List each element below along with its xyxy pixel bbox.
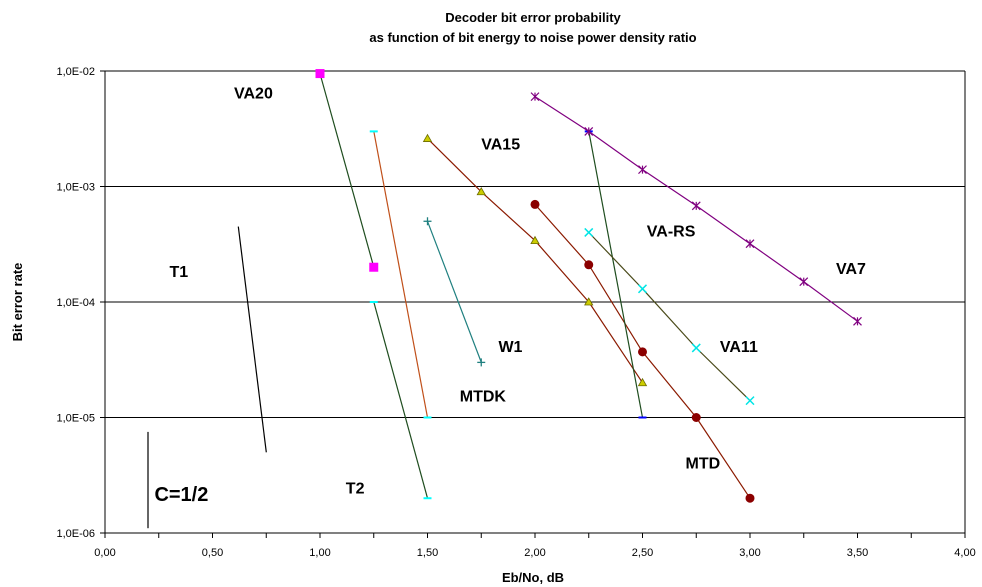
data-point <box>853 316 862 326</box>
data-point <box>691 413 701 422</box>
series-label: VA15 <box>481 136 520 153</box>
data-point <box>584 126 594 136</box>
x-tick-label: 2,50 <box>632 547 653 559</box>
series-line <box>237 226 267 453</box>
series-line <box>373 131 429 418</box>
x-tick-label: 1,00 <box>309 547 330 559</box>
x-axis-title: Eb/No, dB <box>502 570 564 585</box>
series-label: VA11 <box>720 339 758 356</box>
y-tick-labels: 1,0E-06 1,0E-05 1,0E-04 1,0E-03 1,0E-02 <box>56 66 95 540</box>
series-va11 <box>584 227 755 406</box>
data-point <box>369 262 379 272</box>
y-tick-label: 1,0E-05 <box>56 413 95 425</box>
data-point <box>584 227 594 237</box>
x-tick-label: 2,00 <box>524 547 545 559</box>
data-point <box>477 358 486 367</box>
series-label: C=1/2 <box>154 484 208 506</box>
x-tick-label: 1,50 <box>417 547 438 559</box>
series-t2 <box>369 301 432 500</box>
x-tick-labels: 0,00 0,50 1,00 1,50 2,00 2,50 3,00 3,50 4,00 <box>94 547 975 559</box>
series-line <box>373 301 429 499</box>
data-point <box>423 217 432 226</box>
series-mtdk <box>369 130 432 419</box>
series-line <box>588 232 751 402</box>
series-va7 <box>530 92 862 326</box>
data-point <box>745 493 755 503</box>
y-tick-label: 1,0E-04 <box>56 297 95 309</box>
series-line <box>426 221 482 363</box>
series-label: W1 <box>498 339 522 356</box>
data-point <box>422 133 433 142</box>
series-va15 <box>422 133 648 387</box>
series-label: VA-RS <box>647 223 696 240</box>
x-tick-label: 4,00 <box>954 547 975 559</box>
chart-subtitle: as function of bit energy to noise power… <box>369 30 696 45</box>
chart-title: Decoder bit error probability <box>445 10 621 25</box>
x-tick-label: 0,50 <box>202 547 223 559</box>
data-point <box>530 199 540 209</box>
data-point <box>315 69 325 79</box>
x-tick-label: 0,00 <box>94 547 115 559</box>
series-va20 <box>315 69 379 272</box>
x-tick-label: 3,50 <box>847 547 868 559</box>
series-t1 <box>237 226 267 453</box>
series-w1 <box>423 217 486 367</box>
data-point <box>637 377 648 387</box>
data-point <box>530 92 540 102</box>
series-line <box>588 131 644 418</box>
data-point <box>638 347 647 357</box>
data-point <box>745 396 755 406</box>
gridlines <box>105 70 966 534</box>
data-point <box>799 277 809 287</box>
x-tick-label: 3,00 <box>739 547 760 559</box>
y-tick-label: 1,0E-02 <box>56 66 95 78</box>
data-point <box>691 201 701 211</box>
series-label: VA7 <box>836 261 866 278</box>
axes <box>100 70 966 538</box>
series-line <box>427 138 643 384</box>
series-group <box>147 69 862 529</box>
y-axis-title: Bit error rate <box>10 263 25 342</box>
data-point <box>637 284 648 294</box>
series-label: VA20 <box>234 85 273 102</box>
data-point <box>691 343 701 353</box>
series-line <box>319 73 375 268</box>
y-tick-label: 1,0E-03 <box>56 182 95 194</box>
data-point <box>530 235 540 245</box>
y-tick-label: 1,0E-06 <box>56 528 95 540</box>
series-mtd <box>530 199 755 503</box>
data-point <box>638 165 647 175</box>
data-point <box>584 260 594 270</box>
series-label: T2 <box>346 480 365 497</box>
series-label: MTD <box>686 456 721 473</box>
series-labels: VA20 VA15 VA-RS VA7 T1 W1 VA11 MTDK MTD T2 C=1/2 <box>154 85 866 505</box>
data-point <box>745 239 755 249</box>
data-point <box>476 186 486 196</box>
series-label: MTDK <box>460 388 507 405</box>
series-label: T1 <box>170 264 189 281</box>
data-point <box>584 297 594 306</box>
